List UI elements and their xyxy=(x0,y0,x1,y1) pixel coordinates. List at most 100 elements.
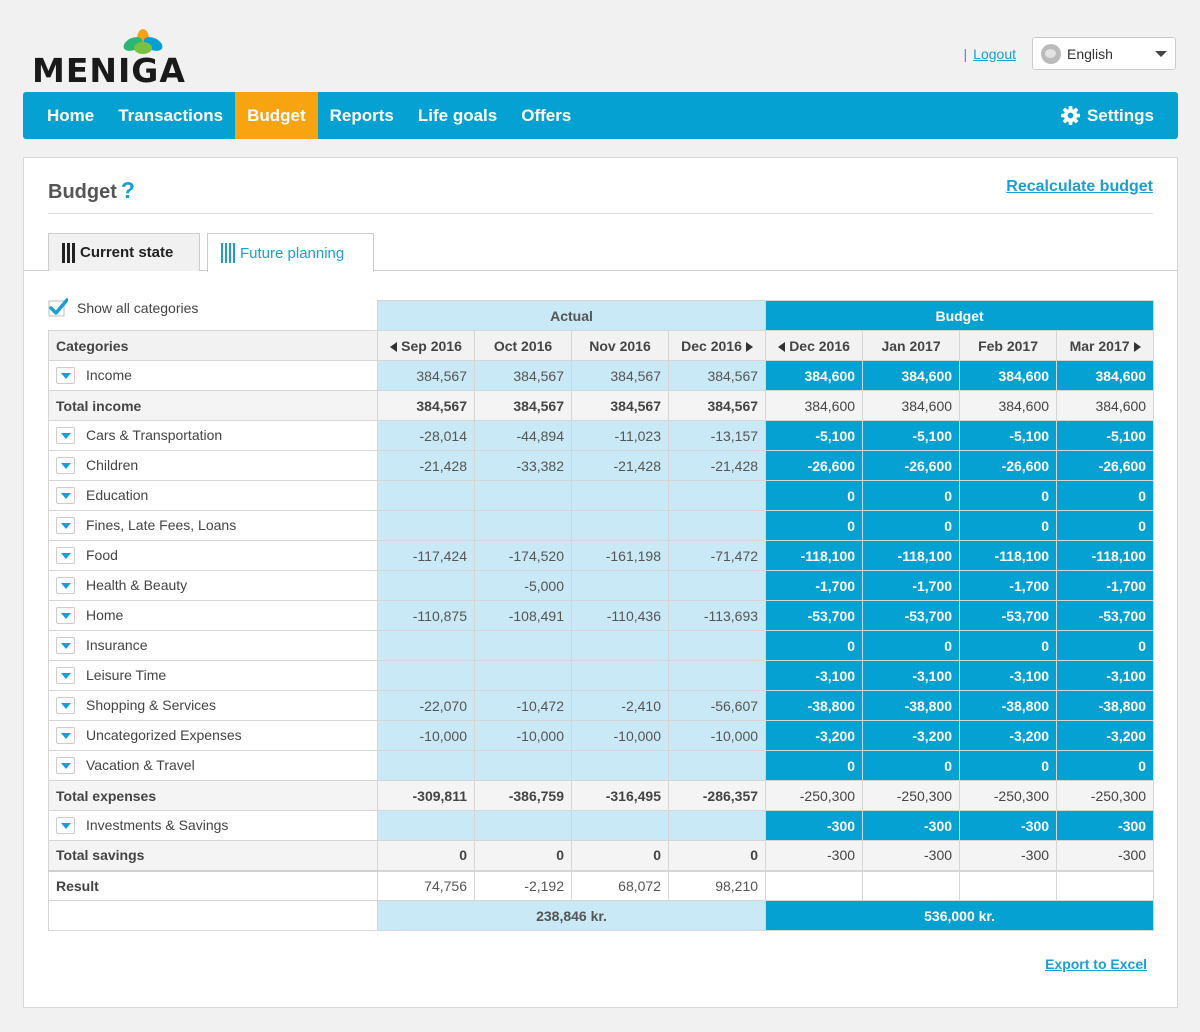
actual-value-cell xyxy=(571,810,669,841)
budget-value-cell[interactable]: -26,600 xyxy=(862,450,961,481)
show-all-categories-toggle[interactable]: Show all categories xyxy=(48,298,198,318)
expand-chevron-icon[interactable] xyxy=(56,457,75,475)
budget-value-cell[interactable]: 0 xyxy=(959,480,1058,511)
tab-future-planning[interactable]: Future planning xyxy=(207,233,374,272)
expand-chevron-icon[interactable] xyxy=(56,817,75,835)
budget-value-cell[interactable]: -38,800 xyxy=(765,690,864,721)
separator: | xyxy=(963,45,968,62)
budget-value-cell[interactable]: -118,100 xyxy=(959,540,1058,571)
budget-value-cell[interactable]: -26,600 xyxy=(765,450,864,481)
arrow-left-icon[interactable] xyxy=(778,341,786,352)
expand-chevron-icon[interactable] xyxy=(56,427,75,445)
budget-value-cell[interactable]: -3,200 xyxy=(862,720,961,751)
tab-current-state[interactable]: Current state xyxy=(48,233,200,271)
budget-value-cell[interactable]: -118,100 xyxy=(765,540,864,571)
expand-chevron-icon[interactable] xyxy=(56,727,75,745)
budget-value-cell[interactable]: -5,100 xyxy=(765,420,864,451)
arrow-left-icon[interactable] xyxy=(390,341,398,352)
budget-value-cell[interactable]: -300 xyxy=(1056,810,1155,841)
actual-value-cell xyxy=(667,660,767,691)
budget-value-cell[interactable]: -3,100 xyxy=(1056,660,1155,691)
budget-value-cell[interactable]: -53,700 xyxy=(1056,600,1155,631)
budget-value-cell[interactable]: -3,200 xyxy=(765,720,864,751)
budget-value-cell[interactable]: -300 xyxy=(862,810,961,841)
budget-value-cell[interactable]: -1,700 xyxy=(765,570,864,601)
budget-value-cell[interactable]: 0 xyxy=(862,750,961,781)
actual-value-cell: -309,811 xyxy=(377,780,475,811)
page-title-text: Budget xyxy=(48,181,117,203)
budget-value-cell[interactable]: -26,600 xyxy=(959,450,1058,481)
budget-value-cell[interactable]: 384,600 xyxy=(1056,360,1155,391)
expand-chevron-icon[interactable] xyxy=(56,637,75,655)
budget-value-cell[interactable]: -3,200 xyxy=(959,720,1058,751)
nav-life-goals[interactable]: Life goals xyxy=(417,105,498,125)
nav-budget[interactable]: Budget xyxy=(235,92,318,139)
divider xyxy=(48,213,1153,214)
budget-value-cell[interactable]: -1,700 xyxy=(862,570,961,601)
expand-chevron-icon[interactable] xyxy=(56,697,75,715)
budget-value-cell[interactable]: 0 xyxy=(1056,510,1155,541)
budget-value-cell[interactable]: 384,600 xyxy=(862,360,961,391)
budget-value-cell[interactable]: -300 xyxy=(765,810,864,841)
meniga-logo[interactable]: MENIGA xyxy=(32,28,222,88)
nav-settings[interactable]: Settings xyxy=(1049,92,1178,139)
budget-value-cell[interactable]: -1,700 xyxy=(1056,570,1155,601)
budget-value-cell[interactable]: -53,700 xyxy=(959,600,1058,631)
logout-link[interactable]: Logout xyxy=(973,45,1016,62)
budget-value-cell[interactable]: 0 xyxy=(1056,750,1155,781)
budget-value-cell[interactable]: 384,600 xyxy=(959,360,1058,391)
budget-value-cell[interactable]: -3,200 xyxy=(1056,720,1155,751)
budget-value-cell[interactable]: -38,800 xyxy=(959,690,1058,721)
expand-chevron-icon[interactable] xyxy=(56,607,75,625)
budget-value-cell[interactable]: -3,100 xyxy=(959,660,1058,691)
budget-value-cell[interactable]: -5,100 xyxy=(959,420,1058,451)
budget-value-cell[interactable]: 384,600 xyxy=(765,360,864,391)
expand-chevron-icon[interactable] xyxy=(56,577,75,595)
export-to-excel-link[interactable]: Export to Excel xyxy=(1045,956,1147,972)
checkbox-checked-icon[interactable] xyxy=(48,298,68,318)
budget-value-cell[interactable]: -300 xyxy=(959,810,1058,841)
nav-offers[interactable]: Offers xyxy=(521,105,572,125)
budget-value-cell[interactable]: 0 xyxy=(765,480,864,511)
expand-chevron-icon[interactable] xyxy=(56,517,75,535)
expand-chevron-icon[interactable] xyxy=(56,757,75,775)
budget-value-cell[interactable]: -118,100 xyxy=(1056,540,1155,571)
budget-value-cell[interactable]: 0 xyxy=(765,630,864,661)
budget-value-cell[interactable]: 0 xyxy=(862,480,961,511)
help-icon[interactable]: ? xyxy=(120,177,135,203)
budget-value-cell[interactable]: -3,100 xyxy=(862,660,961,691)
budget-value-cell[interactable]: 0 xyxy=(765,510,864,541)
budget-value-cell[interactable]: -5,100 xyxy=(862,420,961,451)
budget-value-cell[interactable]: -38,800 xyxy=(1056,690,1155,721)
nav-home[interactable]: Home xyxy=(47,105,95,125)
category-cell: Food xyxy=(48,540,378,571)
budget-value-cell[interactable]: 0 xyxy=(959,750,1058,781)
gear-icon xyxy=(1060,106,1080,125)
arrow-right-icon[interactable] xyxy=(1133,341,1141,352)
expand-chevron-icon[interactable] xyxy=(56,487,75,505)
budget-value-cell[interactable]: 0 xyxy=(862,510,961,541)
budget-value-cell[interactable]: -1,700 xyxy=(959,570,1058,601)
budget-value-cell[interactable]: 0 xyxy=(959,630,1058,661)
budget-value-cell[interactable]: 0 xyxy=(1056,480,1155,511)
budget-value-cell[interactable]: -38,800 xyxy=(862,690,961,721)
expand-chevron-icon[interactable] xyxy=(56,667,75,685)
budget-value-cell[interactable]: -5,100 xyxy=(1056,420,1155,451)
budget-value-cell[interactable]: 0 xyxy=(959,510,1058,541)
expand-chevron-icon[interactable] xyxy=(56,547,75,565)
logo-text: MENIGA xyxy=(32,51,186,90)
recalculate-budget-link[interactable]: Recalculate budget xyxy=(1006,178,1153,195)
budget-value-cell[interactable]: -3,100 xyxy=(765,660,864,691)
budget-value-cell[interactable]: -53,700 xyxy=(765,600,864,631)
nav-transactions[interactable]: Transactions xyxy=(118,105,224,125)
budget-value-cell[interactable]: -53,700 xyxy=(862,600,961,631)
language-select[interactable]: English xyxy=(1032,37,1176,70)
budget-value-cell[interactable]: -26,600 xyxy=(1056,450,1155,481)
budget-value-cell[interactable]: 0 xyxy=(1056,630,1155,661)
arrow-right-icon[interactable] xyxy=(745,341,753,352)
budget-value-cell[interactable]: -118,100 xyxy=(862,540,961,571)
budget-value-cell[interactable]: 0 xyxy=(862,630,961,661)
nav-reports[interactable]: Reports xyxy=(329,105,394,125)
budget-value-cell[interactable]: 0 xyxy=(765,750,864,781)
expand-chevron-icon[interactable] xyxy=(56,367,75,385)
